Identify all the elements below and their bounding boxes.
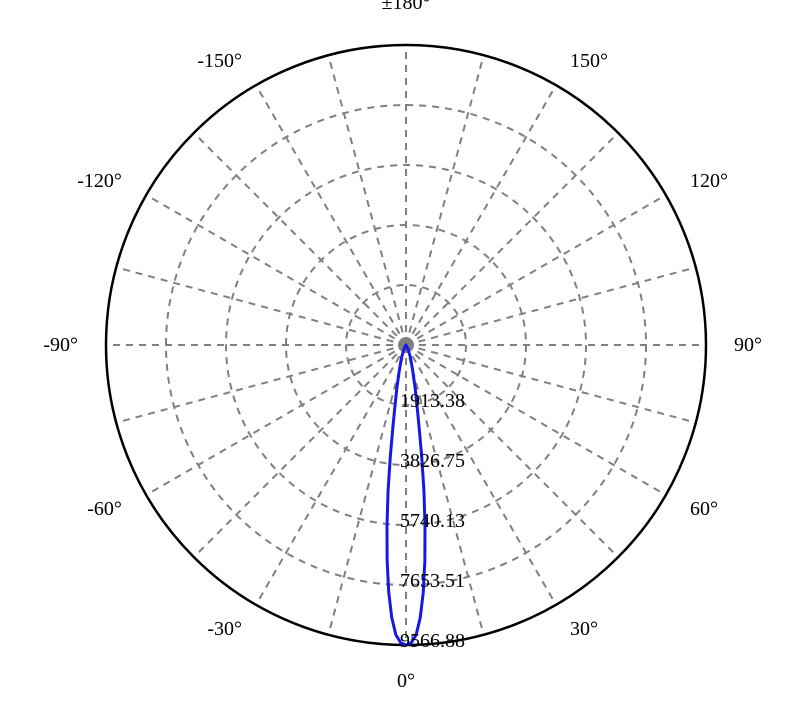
angle-label: 30° [570, 618, 598, 640]
radial-label: 3826.75 [400, 450, 465, 472]
angle-label: 0° [397, 670, 415, 692]
radial-label: 1913.38 [400, 390, 465, 412]
radial-label: 7653.51 [400, 570, 465, 592]
angle-label: 90° [734, 334, 762, 356]
angle-label: 60° [690, 498, 718, 520]
polar-chart: 0° 30° 60° 90° 120° 150° ±180° -150° -120° -90° -6… [0, 0, 812, 708]
angle-label: 120° [690, 170, 728, 192]
angle-label: -30° [207, 618, 242, 640]
radial-label: 5740.13 [400, 510, 465, 532]
angle-label: -90° [43, 334, 78, 356]
angle-label: -60° [87, 498, 122, 520]
angle-label: -150° [197, 50, 242, 72]
angle-label: 150° [570, 50, 608, 72]
angle-label: -120° [77, 170, 122, 192]
angle-label: ±180° [382, 0, 431, 14]
radial-label: 9566.88 [400, 630, 465, 652]
